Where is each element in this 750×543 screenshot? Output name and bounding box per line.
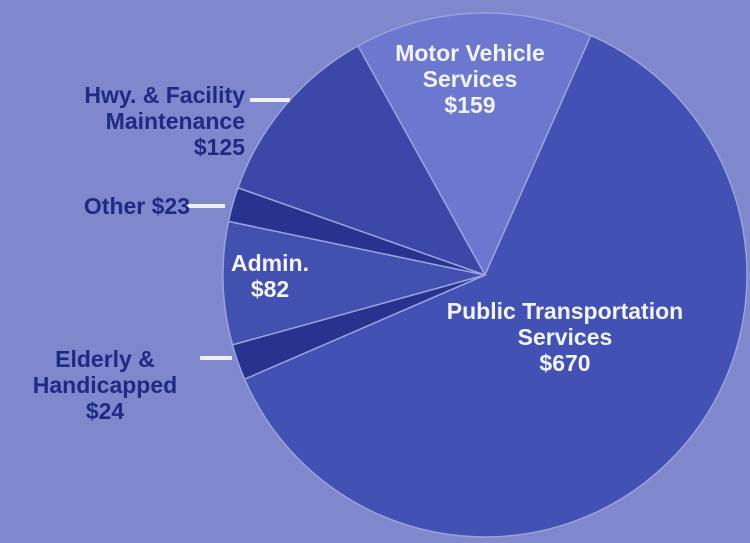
category-label: Hwy. & Facility Maintenance [84,82,245,134]
pie-slice [356,12,592,277]
value-label: $670 [539,350,591,376]
slice-label: Elderly & Handicapped $24 [10,346,200,424]
value-label: $82 [250,276,290,302]
category-label: Motor Vehicle Services [395,40,545,92]
slice-label: Motor Vehicle Services $159 [395,40,545,118]
category-label: Other [83,193,146,219]
value-label: $159 [444,92,496,118]
slice-label: Other $23 [40,193,190,219]
pie-slice [222,220,486,346]
slice-label: Admin. $82 [190,250,350,302]
value-label: $23 [151,193,190,219]
pie-slice [243,34,748,538]
category-label: Public Transportation Services [446,298,684,350]
slice-label: Hwy. & Facility Maintenance $125 [20,82,245,160]
value-label: $125 [193,134,245,160]
pie-slice [236,44,487,277]
category-label: Elderly & Handicapped [32,346,178,398]
category-label: Admin. [231,250,309,276]
value-label: $24 [85,398,125,424]
slice-label: Public Transportation Services $670 [440,298,690,376]
